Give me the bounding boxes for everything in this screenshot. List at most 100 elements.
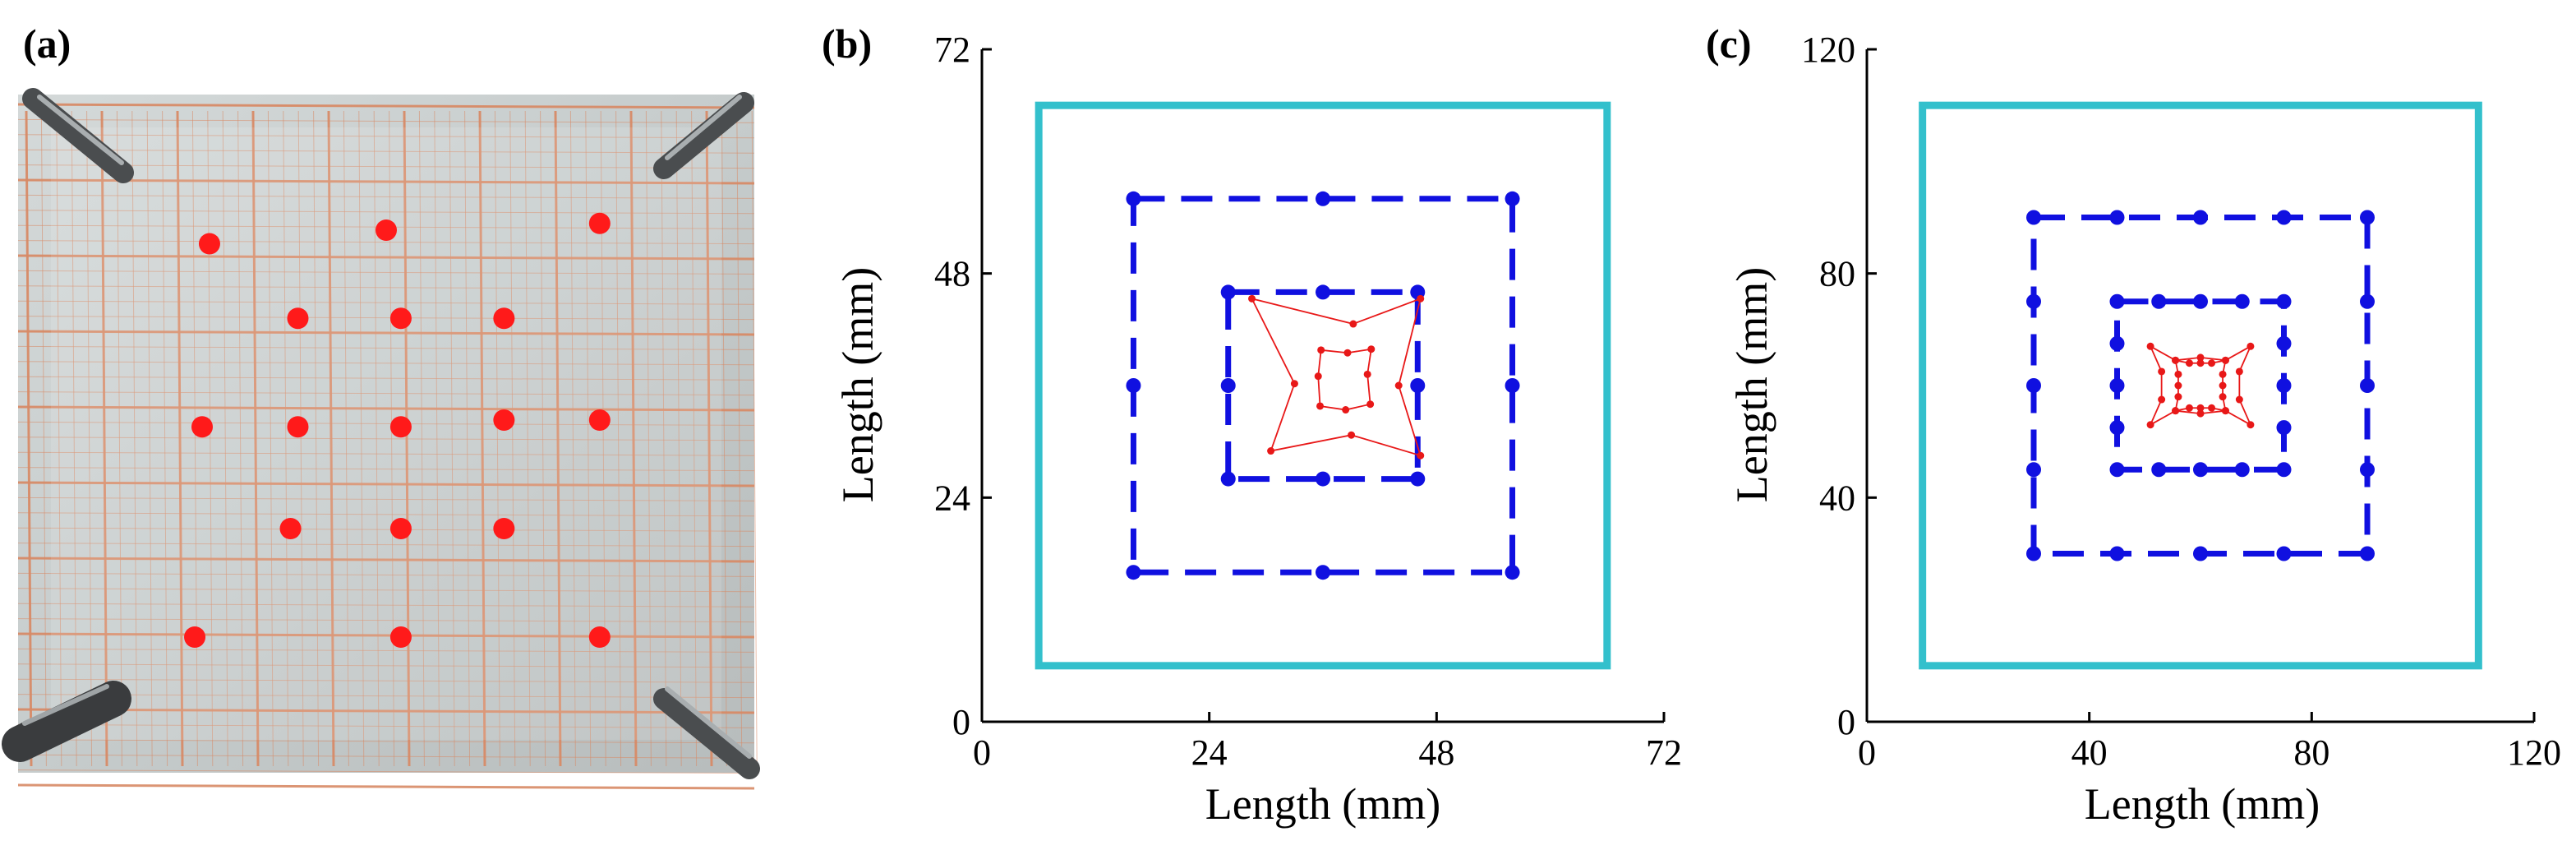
- chart-b-grid-point: [1220, 284, 1236, 300]
- chart-c-deformed-point: [2196, 409, 2205, 418]
- chart-b-x-tick-label: 24: [1191, 732, 1228, 773]
- photo-marker: [588, 212, 611, 234]
- chart-b-x-tick-label: 72: [1646, 732, 1682, 773]
- photo-grid-line: [162, 110, 168, 767]
- photo-grid-line: [17, 527, 755, 532]
- photo-grid-line: [17, 421, 755, 426]
- photo-grid-line: [751, 110, 758, 767]
- photo-grid-line: [56, 110, 62, 767]
- chart-b-deformed-point: [1367, 345, 1376, 353]
- chart-c-grid-point: [2276, 462, 2292, 478]
- photo-grid-line: [146, 110, 153, 767]
- photo-grid-line: [17, 754, 755, 759]
- chart-b-deformed-point: [1343, 349, 1352, 357]
- photo-grid-line: [17, 345, 755, 350]
- chart-b-dashed-square-2: [1225, 289, 1421, 483]
- chart-c-grid-point: [2193, 210, 2208, 225]
- photo-marker: [279, 518, 302, 539]
- chart-c-deformed-point: [2158, 395, 2166, 404]
- chart-b-grid-point: [1126, 378, 1141, 393]
- photo-clamps: [2, 88, 760, 779]
- photo-grid-line: [100, 110, 108, 767]
- photo-grid-line: [17, 663, 755, 668]
- photo-grid-line: [17, 481, 755, 487]
- chart-c-grid-point: [2026, 546, 2041, 561]
- chart-c-grid-point: [2109, 462, 2125, 478]
- photo-grid-line: [691, 110, 698, 767]
- photo-marker: [389, 307, 412, 330]
- photo-grid-line: [86, 110, 93, 767]
- chart-c-deformed-point: [2247, 421, 2255, 429]
- photo-grid-lines: [17, 103, 758, 790]
- chart-c-deformed-shape-2: [2174, 359, 2227, 412]
- chart-b-ylabel: Length (mm): [833, 267, 882, 502]
- chart-c-grid-point: [2109, 335, 2125, 351]
- chart-c-deformed-point: [2219, 381, 2227, 390]
- chart-b-grid-point: [1316, 565, 1330, 580]
- chart-b-grid-point: [1410, 378, 1426, 393]
- chart-c-deformed-point: [2219, 393, 2227, 401]
- chart-b-deformed-point: [1363, 370, 1371, 378]
- chart-panel-b: 0 24 48 72 0 24 48 72 Length (mm) Length (mm): [833, 30, 1682, 829]
- photo-grid-line: [661, 110, 667, 767]
- photo-grid-line: [17, 391, 755, 396]
- chart-b-outer-boundary: [1035, 101, 1611, 670]
- chart-c-grid-point: [2276, 546, 2292, 561]
- photo-grid-line: [17, 330, 755, 336]
- chart-c-grid-point: [2193, 293, 2208, 309]
- photo-grid-line: [222, 110, 228, 767]
- photo-grid-line: [17, 361, 755, 366]
- chart-b-grid-point: [1126, 191, 1141, 206]
- chart-c-deformed-point: [2185, 359, 2193, 367]
- chart-b-x-tick-label: 48: [1418, 732, 1454, 773]
- chart-c-grid-point: [2360, 462, 2375, 478]
- photo-marker: [588, 409, 611, 431]
- chart-b-deformed-point: [1417, 294, 1425, 303]
- chart-c-grid-point: [2234, 462, 2250, 478]
- chart-c-grid-point: [2360, 546, 2375, 561]
- photo-grid-line: [17, 739, 755, 744]
- chart-c-grid-point: [2276, 293, 2292, 309]
- chart-c-grid-point: [2026, 293, 2041, 309]
- photo-grid-line: [554, 110, 562, 767]
- photo-marker: [184, 626, 206, 648]
- chart-b-deformed-point: [1366, 400, 1375, 409]
- photo-marker: [389, 416, 412, 438]
- chart-c-deformed-point: [2146, 421, 2154, 429]
- chart-c-x-tick-label: 120: [2507, 732, 2561, 773]
- chart-c-xlabel: Length (mm): [2085, 779, 2320, 829]
- chart-b-grid-point: [1316, 284, 1330, 300]
- chart-b-deformed-point: [1317, 346, 1325, 354]
- chart-c-y-tick-label: 120: [1801, 30, 1855, 70]
- photo-grid-line: [17, 103, 755, 109]
- chart-c-deformed-point: [2196, 359, 2205, 367]
- chart-b-deformed-point: [1314, 372, 1322, 381]
- chart-c-deformed-point: [2174, 393, 2182, 401]
- chart-b-deformed-point: [1267, 447, 1275, 455]
- chart-c-grid-point: [2360, 293, 2375, 309]
- photo-grid-line: [17, 603, 755, 607]
- photo-grid-line: [17, 405, 755, 412]
- photo-grid-line: [17, 588, 755, 593]
- clamp-icon-bottom-right: [653, 686, 760, 779]
- photo-marker: [376, 219, 397, 241]
- chart-b-grid-point: [1316, 191, 1330, 206]
- photo-marker: [588, 626, 611, 648]
- chart-c-grid-point: [2109, 546, 2125, 561]
- chart-b-grid-point: [1410, 471, 1426, 487]
- photo-grid-line: [17, 572, 755, 577]
- photo-grid-line: [569, 110, 576, 767]
- chart-c-deformed-point: [2146, 342, 2154, 350]
- chart-c-grid-point: [2193, 462, 2208, 478]
- photo-marker: [493, 307, 515, 330]
- chart-b-deformed-point: [1342, 406, 1350, 414]
- chart-b-deformed-shape-2: [1317, 348, 1372, 411]
- photo-grid-line: [176, 110, 184, 767]
- sample-photo: [2, 88, 760, 790]
- chart-b-grid-point: [1220, 471, 1236, 487]
- photo-grid-line: [17, 467, 755, 472]
- photo-grid-line: [116, 110, 122, 767]
- chart-c-grid-point: [2360, 210, 2375, 225]
- panel-label-a: (a): [23, 21, 71, 67]
